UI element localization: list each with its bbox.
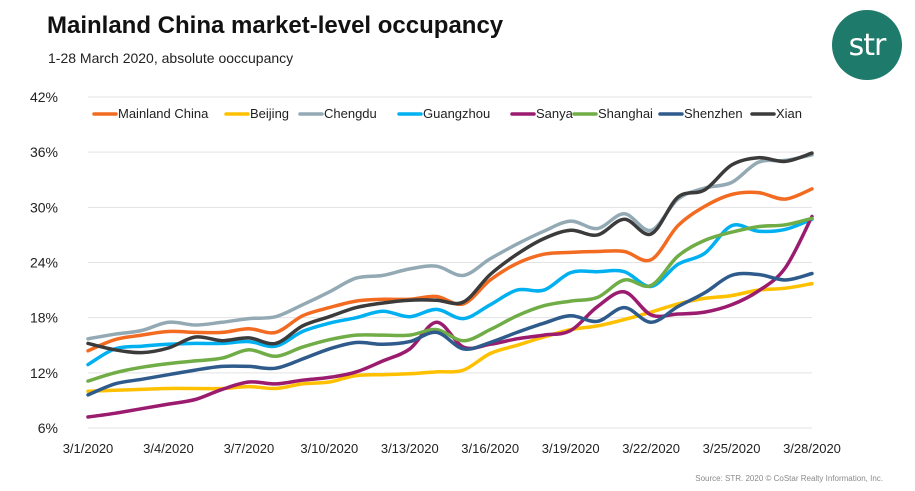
- str-logo: str: [832, 10, 902, 80]
- source-note: Source: STR. 2020 © CoStar Realty Inform…: [695, 474, 883, 483]
- y-tick-label: 6%: [38, 420, 58, 436]
- legend-label-sanya: Sanya: [536, 106, 574, 121]
- series-line-guangzhou: [86, 217, 814, 367]
- legend-label-chengdu: Chengdu: [324, 106, 377, 121]
- series-line-shenzhen: [86, 271, 814, 397]
- y-axis-tick-labels: 6% 12% 18% 24% 30% 36% 42%: [30, 89, 58, 436]
- y-tick-label: 18%: [30, 310, 58, 326]
- chart-subtitle: 1-28 March 2020, absolute ooccupancy: [48, 50, 294, 66]
- y-tick-label: 12%: [30, 365, 58, 381]
- chart-title: Mainland China market-level occupancy: [47, 12, 504, 39]
- x-tick-label: 3/25/2020: [703, 441, 761, 456]
- legend-label-xian: Xian: [776, 106, 802, 121]
- y-tick-label: 30%: [30, 199, 58, 215]
- x-axis-tick-labels: 3/1/2020 3/4/2020 3/7/2020 3/10/2020 3/13/20…: [63, 441, 841, 456]
- x-tick-label: 3/13/2020: [381, 441, 439, 456]
- legend: Mainland China Beijing Chengdu Guangzhou San…: [92, 106, 802, 121]
- legend-label-mainland-china: Mainland China: [118, 106, 209, 121]
- series-line-shanghai: [86, 216, 814, 383]
- y-tick-label: 42%: [30, 89, 58, 105]
- x-tick-label: 3/28/2020: [783, 441, 841, 456]
- series-line-xian: [86, 151, 814, 355]
- x-tick-label: 3/10/2020: [300, 441, 358, 456]
- x-tick-label: 3/16/2020: [461, 441, 519, 456]
- y-tick-label: 24%: [30, 255, 58, 271]
- legend-label-shenzhen: Shenzhen: [684, 106, 743, 121]
- x-tick-label: 3/22/2020: [622, 441, 680, 456]
- x-tick-label: 3/7/2020: [224, 441, 275, 456]
- legend-label-guangzhou: Guangzhou: [423, 106, 490, 121]
- x-tick-label: 3/4/2020: [143, 441, 194, 456]
- gridlines: [88, 96, 812, 429]
- legend-label-shanghai: Shanghai: [598, 106, 653, 121]
- x-tick-label: 3/19/2020: [542, 441, 600, 456]
- x-tick-label: 3/1/2020: [63, 441, 114, 456]
- series-lines: [86, 151, 814, 419]
- legend-label-beijing: Beijing: [250, 106, 289, 121]
- logo-text: str: [848, 27, 887, 63]
- y-tick-label: 36%: [30, 144, 58, 160]
- series-line-sanya: [86, 214, 814, 419]
